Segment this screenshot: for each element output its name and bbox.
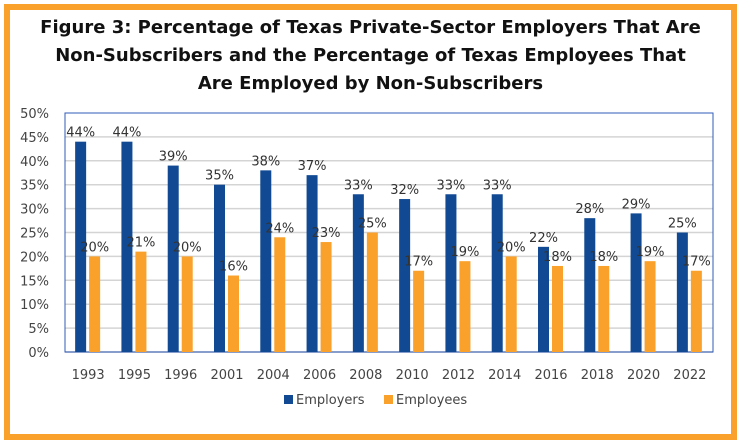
chart-title: Figure 3: Percentage of Texas Private-Se… (0, 14, 741, 98)
bar-employees-2014 (505, 256, 517, 352)
bar-employees-2012 (459, 261, 471, 352)
data-label: 18% (543, 250, 572, 265)
y-tick-label: 20% (20, 250, 49, 265)
x-tick-label: 1995 (118, 368, 151, 383)
bar-employees-1993 (89, 256, 101, 352)
data-label: 20% (497, 240, 526, 255)
bar-employers-2014 (491, 194, 503, 352)
data-label: 32% (390, 183, 419, 198)
y-tick-label: 35% (20, 179, 49, 194)
title-line-3: Are Employed by Non-Subscribers (197, 73, 544, 94)
y-tick-label: 5% (28, 322, 49, 337)
bar-employers-2022 (676, 232, 688, 352)
x-tick-label: 2004 (257, 368, 290, 383)
bar-employees-2006 (320, 242, 332, 352)
data-label: 38% (251, 154, 280, 169)
data-label: 19% (636, 245, 665, 260)
data-label: 37% (298, 159, 327, 174)
data-label: 29% (622, 197, 651, 212)
data-label: 16% (219, 260, 248, 275)
bar-employees-2004 (274, 237, 286, 352)
data-label: 33% (436, 178, 465, 193)
y-tick-label: 50% (20, 107, 49, 122)
y-tick-label: 30% (20, 203, 49, 218)
bar-employees-2022 (690, 270, 702, 352)
data-label: 22% (529, 231, 558, 246)
legend-label-employees: Employees (396, 393, 467, 408)
x-tick-label: 2018 (581, 368, 614, 383)
bar-employers-2006 (306, 175, 318, 352)
bar-employers-2020 (630, 213, 642, 352)
data-label: 25% (668, 217, 697, 232)
bar-employers-2018 (584, 218, 596, 352)
x-tick-label: 2012 (442, 368, 475, 383)
x-tick-label: 2006 (303, 368, 336, 383)
x-tick-label: 2010 (396, 368, 429, 383)
bar-employers-2001 (214, 184, 225, 352)
bar-employers-1993 (75, 141, 87, 352)
bar-employers-1995 (121, 141, 133, 352)
data-label: 17% (682, 255, 711, 270)
bar-employees-2008 (366, 232, 378, 352)
data-label: 20% (173, 240, 202, 255)
legend-swatch-employees (384, 395, 393, 404)
x-tick-label: 1993 (72, 368, 105, 383)
plot-area-border (64, 112, 714, 353)
data-label: 25% (358, 217, 387, 232)
y-tick-label: 25% (20, 227, 49, 242)
title-line-1: Figure 3: Percentage of Texas Private-Se… (40, 17, 701, 38)
title-line-2: Non-Subscribers and the Percentage of Te… (55, 45, 686, 66)
bar-employees-2016 (552, 265, 563, 352)
x-tick-label: 2016 (534, 368, 567, 383)
data-label: 20% (80, 240, 109, 255)
data-label: 23% (312, 226, 341, 241)
y-tick-label: 45% (20, 131, 49, 146)
legend-swatch-employers (284, 395, 293, 404)
bar-employers-2010 (399, 199, 411, 352)
bar-employees-2010 (413, 270, 425, 352)
data-label: 18% (589, 250, 618, 265)
data-label: 44% (66, 126, 95, 141)
legend-label-employers: Employers (296, 393, 365, 408)
data-label: 24% (265, 221, 294, 236)
bar-employers-2016 (538, 246, 549, 352)
y-tick-label: 15% (20, 274, 49, 289)
data-label: 21% (126, 236, 155, 251)
x-tick-label: 2020 (627, 368, 660, 383)
data-label: 33% (483, 178, 512, 193)
y-tick-label: 10% (20, 298, 49, 313)
y-tick-label: 40% (20, 155, 49, 170)
data-label: 33% (344, 178, 373, 193)
x-tick-label: 1996 (164, 368, 197, 383)
bar-employees-1995 (135, 251, 147, 352)
x-tick-label: 2001 (210, 368, 243, 383)
data-label: 39% (159, 150, 188, 165)
bar-employees-2020 (644, 261, 656, 352)
y-tick-label: 0% (28, 346, 49, 361)
bar-employees-2018 (598, 265, 610, 352)
bar-employees-2001 (228, 275, 239, 352)
bar-employers-2012 (445, 194, 457, 352)
data-label: 44% (112, 126, 141, 141)
bar-employers-2008 (352, 194, 364, 352)
data-label: 19% (450, 245, 479, 260)
x-tick-label: 2022 (673, 368, 706, 383)
bar-employees-1996 (181, 256, 193, 352)
bar-employers-2004 (260, 170, 272, 352)
data-label: 17% (404, 255, 433, 270)
data-label: 35% (205, 169, 234, 184)
data-label: 28% (575, 202, 604, 217)
bar-employers-1996 (167, 165, 179, 352)
x-tick-label: 2014 (488, 368, 521, 383)
x-tick-label: 2008 (349, 368, 382, 383)
